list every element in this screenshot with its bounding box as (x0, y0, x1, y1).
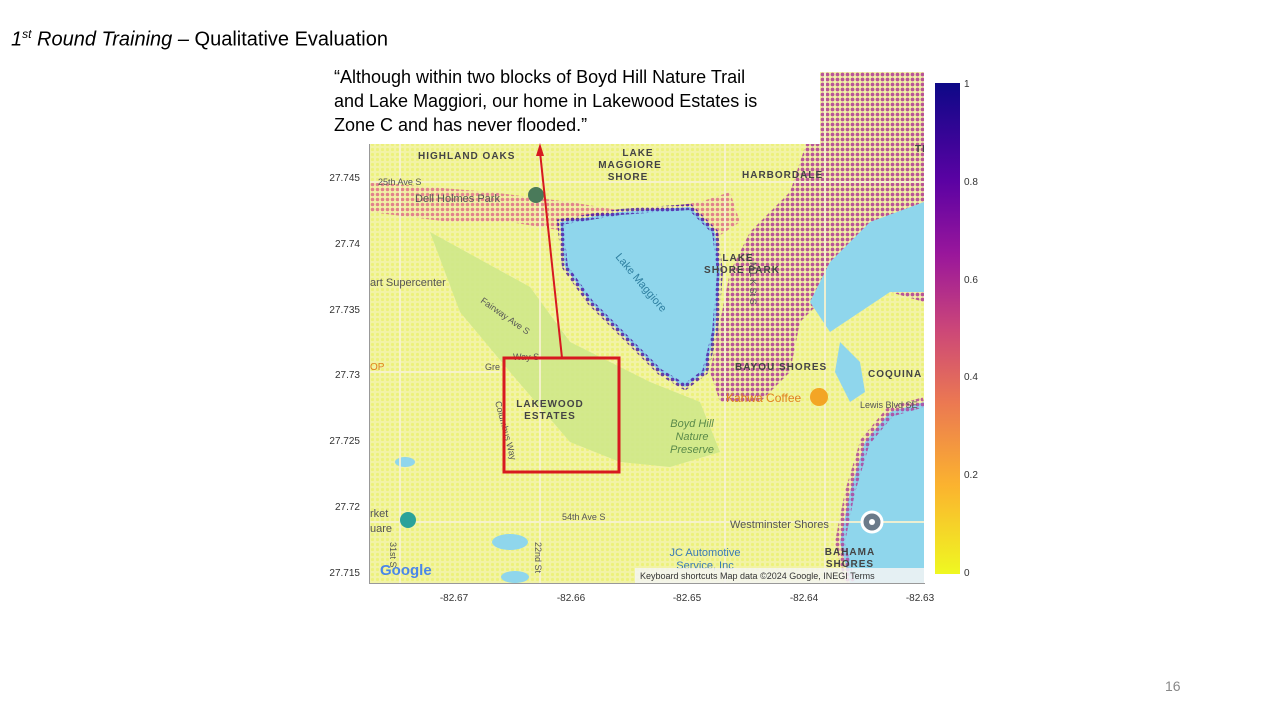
park-marker-icon[interactable] (528, 187, 544, 203)
label-mlk-st: M L K St S (748, 262, 758, 305)
shop-marker-icon[interactable] (400, 512, 416, 528)
coffee-marker-icon[interactable] (810, 388, 828, 406)
label-25th-ave: 25th Ave S (378, 177, 421, 187)
quote-line: and Lake Maggiori, our home in Lakewood … (334, 91, 758, 111)
x-tick-label: -82.66 (556, 593, 586, 604)
title-round-training: Round Training (31, 28, 173, 51)
quote-line: Zone C and has never flooded.” (334, 115, 588, 135)
page-number: 16 (1165, 678, 1181, 694)
title-dash: – (172, 28, 195, 51)
colorbar-tick: 1 (964, 79, 970, 90)
svg-text:Nature: Nature (675, 431, 708, 443)
flood-map[interactable]: HIGHLAND OAKS LAKE MAGGIORE SHORE HARBOR… (370, 72, 924, 583)
label-supercenter: art Supercenter (370, 277, 446, 289)
quote-line: “Although within two blocks of Boyd Hill… (334, 67, 746, 87)
x-tick-label: -82.67 (439, 593, 469, 604)
x-tick-label: -82.64 (789, 593, 819, 604)
slide-title: 1st Round Training – Qualitative Evaluat… (11, 27, 388, 52)
svg-text:SHORE: SHORE (608, 172, 649, 183)
label-harbordale: HARBORDALE (742, 170, 823, 181)
svg-text:ESTATES: ESTATES (524, 411, 576, 422)
colorbar-tick: 0.8 (964, 177, 978, 188)
x-tick-label: -82.65 (672, 593, 702, 604)
map-canvas: HIGHLAND OAKS LAKE MAGGIORE SHORE HARBOR… (370, 72, 924, 583)
google-logo: Google (380, 562, 432, 579)
label-westminster-shores: Westminster Shores (730, 519, 829, 531)
label-22nd-st: 22nd St (533, 542, 543, 574)
svg-text:SHORES: SHORES (826, 559, 874, 570)
y-tick-label: 27.74 (334, 239, 360, 250)
quote-box: “Although within two blocks of Boyd Hill… (326, 62, 820, 144)
label-tr: TR (915, 144, 924, 155)
x-axis-line (369, 583, 925, 584)
title-sup: st (22, 27, 32, 41)
lake-maggiore-water (560, 207, 720, 387)
y-tick-label: 27.72 (334, 502, 360, 513)
label-square: uare (370, 523, 392, 535)
y-tick-label: 27.73 (334, 370, 360, 381)
label-lake-shore-park: LAKE (722, 253, 753, 264)
label-market: rket (370, 508, 388, 520)
y-tick-label: 27.735 (329, 305, 360, 316)
label-dell-holmes-park: Dell Holmes Park (415, 193, 500, 205)
label-31st-st: 31st S (388, 542, 398, 568)
bay-water-south (840, 402, 924, 583)
label-54th-ave: 54th Ave S (562, 512, 605, 522)
label-gre: Gre (485, 362, 500, 372)
label-kahwa-coffee: Kahwa Coffee (726, 391, 801, 405)
y-tick-label: 27.725 (329, 436, 360, 447)
y-axis-line (369, 72, 370, 584)
label-bayou-shores: BAYOU SHORES (735, 362, 827, 373)
svg-text:SHORE PARK: SHORE PARK (704, 265, 780, 276)
svg-text:Preserve: Preserve (670, 444, 714, 456)
label-jc-automotive: JC Automotive (670, 547, 741, 559)
colorbar (935, 83, 960, 574)
colorbar-tick: 0.6 (964, 275, 978, 286)
svg-text:MAGGIORE: MAGGIORE (598, 160, 662, 171)
label-bahama-shores: BAHAMA (825, 547, 875, 558)
bay-water-north (810, 202, 924, 332)
colorbar-tick: 0.2 (964, 470, 978, 481)
colorbar-tick: 0.4 (964, 372, 978, 383)
colorbar-tick: 0 (964, 568, 970, 579)
label-highland-oaks: HIGHLAND OAKS (418, 151, 515, 162)
label-lewis-blvd: Lewis Blvd SE (860, 400, 918, 410)
label-op: OP (370, 362, 385, 373)
title-evaluation: Qualitative Evaluation (194, 28, 388, 51)
label-boyd-hill: Boyd Hill (670, 418, 714, 430)
title-num: 1 (11, 28, 23, 51)
label-lake-maggiore-shore: LAKE (622, 148, 653, 159)
label-coquina: COQUINA (868, 369, 922, 380)
map-attribution[interactable]: Keyboard shortcuts Map data ©2024 Google… (640, 571, 875, 581)
y-tick-label: 27.715 (329, 568, 360, 579)
label-lakewood-estates: LAKEWOOD (516, 399, 583, 410)
y-tick-label: 27.745 (329, 173, 360, 184)
x-tick-label: -82.63 (905, 593, 935, 604)
boyd-hill-park-area (430, 232, 720, 467)
